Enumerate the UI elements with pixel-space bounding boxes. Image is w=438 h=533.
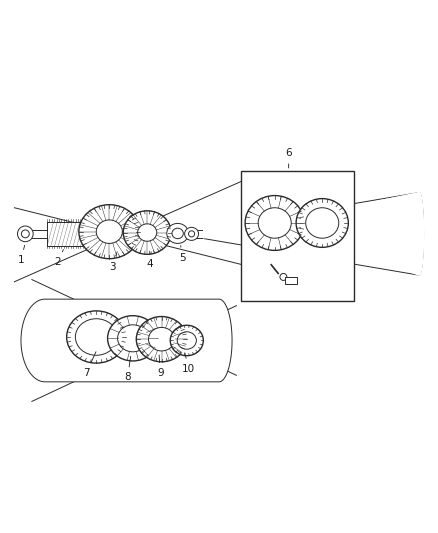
Text: 8: 8 bbox=[124, 356, 131, 383]
Text: 7: 7 bbox=[83, 352, 96, 378]
Ellipse shape bbox=[138, 224, 157, 241]
Text: 6: 6 bbox=[285, 148, 292, 168]
Text: 3: 3 bbox=[109, 252, 117, 271]
Ellipse shape bbox=[79, 205, 140, 259]
Text: 1: 1 bbox=[18, 245, 25, 265]
Text: 9: 9 bbox=[157, 355, 163, 378]
Ellipse shape bbox=[258, 208, 291, 238]
Ellipse shape bbox=[18, 226, 33, 241]
Text: 5: 5 bbox=[179, 246, 185, 263]
Ellipse shape bbox=[123, 211, 171, 254]
Bar bbox=[241, 171, 354, 301]
Ellipse shape bbox=[185, 228, 198, 240]
Ellipse shape bbox=[67, 311, 126, 363]
Ellipse shape bbox=[117, 325, 148, 352]
Ellipse shape bbox=[306, 208, 339, 238]
Ellipse shape bbox=[170, 325, 203, 356]
Polygon shape bbox=[21, 299, 232, 382]
Ellipse shape bbox=[136, 317, 187, 362]
Circle shape bbox=[280, 273, 287, 280]
Ellipse shape bbox=[188, 231, 194, 237]
Ellipse shape bbox=[148, 327, 175, 351]
Ellipse shape bbox=[21, 230, 29, 238]
Ellipse shape bbox=[245, 196, 304, 251]
Ellipse shape bbox=[108, 316, 158, 361]
Ellipse shape bbox=[296, 199, 348, 247]
Ellipse shape bbox=[96, 220, 122, 244]
Ellipse shape bbox=[177, 332, 196, 349]
Ellipse shape bbox=[167, 223, 188, 244]
Ellipse shape bbox=[75, 319, 117, 356]
Ellipse shape bbox=[172, 228, 184, 239]
Text: 10: 10 bbox=[182, 353, 195, 374]
Text: 2: 2 bbox=[55, 249, 64, 267]
Polygon shape bbox=[285, 277, 297, 284]
Text: 4: 4 bbox=[146, 252, 153, 269]
Polygon shape bbox=[201, 192, 424, 275]
